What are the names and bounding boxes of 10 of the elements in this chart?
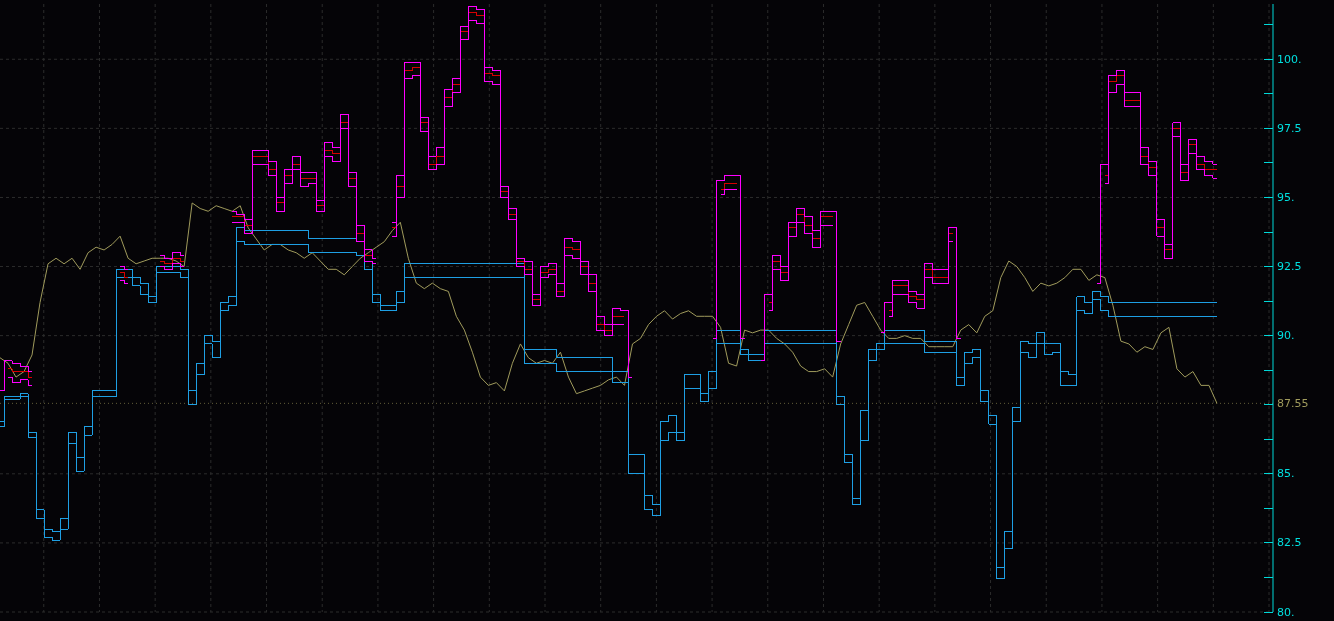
line-series [0,202,1218,404]
y-tick-label: 92.5 [1277,260,1302,274]
y-tick-label: 100. [1277,52,1302,66]
y-tick-label: 97.5 [1277,121,1302,135]
y-tick-label: 80. [1277,605,1295,619]
y-tick-label: 82.5 [1277,536,1302,550]
y-tick-label: 85. [1277,467,1295,481]
y-tick-label: 95. [1277,190,1295,204]
y-tick-label: 90. [1277,329,1295,343]
ref-line-label: 87.55 [1277,396,1309,410]
